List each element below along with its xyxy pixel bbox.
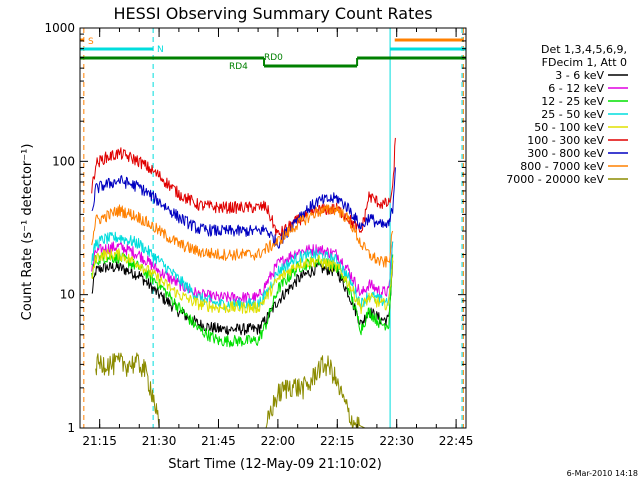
plot-frame xyxy=(79,27,467,429)
series-line-100-300kev xyxy=(91,137,396,237)
legend-label: 800 - 7000 keV xyxy=(520,160,604,173)
x-tick-label: 22:45 xyxy=(439,434,474,448)
legend-label: 6 - 12 keV xyxy=(548,82,604,95)
y-tick-label: 100 xyxy=(52,154,75,168)
x-tick-label: 22:15 xyxy=(320,434,355,448)
y-tick-label: 1000 xyxy=(44,21,75,35)
legend: Det 1,3,4,5,6,9, FDecim 1, Att 0 3 - 6 k… xyxy=(506,43,628,186)
mode-flag-label: N xyxy=(157,45,164,55)
series-line-300-800kev xyxy=(91,167,396,249)
series-line-3-6kev xyxy=(91,260,394,336)
footer-timestamp: 6-Mar-2010 14:18 xyxy=(567,469,638,478)
x-tick-label: 21:30 xyxy=(142,434,177,448)
y-tick-label: 10 xyxy=(60,288,75,302)
legend-label: 12 - 25 keV xyxy=(541,95,604,108)
legend-label: 25 - 50 keV xyxy=(541,108,604,121)
series-line-7000-20000kev xyxy=(95,352,393,429)
legend-label: 50 - 100 keV xyxy=(534,121,604,134)
legend-label: 100 - 300 keV xyxy=(527,134,604,147)
legend-header-line1: Det 1,3,4,5,6,9, xyxy=(541,43,627,56)
x-tick-label: 22:00 xyxy=(261,434,296,448)
x-tick-label: 21:45 xyxy=(201,434,236,448)
axes-layer: 1 10 100 1000 21:15 21:30 21:45 22:00 22:15 22:30… xyxy=(44,21,473,448)
flag-lines: S N RD0 RD4 xyxy=(80,28,466,428)
chart-title: HESSI Observing Summary Count Rates xyxy=(113,4,432,23)
attenuator-flag-label: S xyxy=(88,37,94,47)
x-axis-label: Start Time (12-May-09 21:10:02) xyxy=(168,457,382,472)
rd4-label: RD4 xyxy=(229,62,248,72)
series-line-800-7000kev xyxy=(91,204,394,268)
rd0-label: RD0 xyxy=(264,53,283,63)
legend-label: 3 - 6 keV xyxy=(555,69,604,82)
x-tick-label: 22:30 xyxy=(379,434,414,448)
legend-label: 7000 - 20000 keV xyxy=(506,173,604,186)
x-tick-label: 21:15 xyxy=(82,434,117,448)
y-axis-label: Count Rate (s⁻¹ detector⁻¹) xyxy=(20,144,35,321)
series-layer xyxy=(91,137,396,429)
legend-label: 300 - 800 keV xyxy=(527,147,604,160)
legend-header-line2: FDecim 1, Att 0 xyxy=(542,56,627,69)
series-line-50-100kev xyxy=(91,248,394,315)
y-tick-label: 1 xyxy=(67,421,75,435)
